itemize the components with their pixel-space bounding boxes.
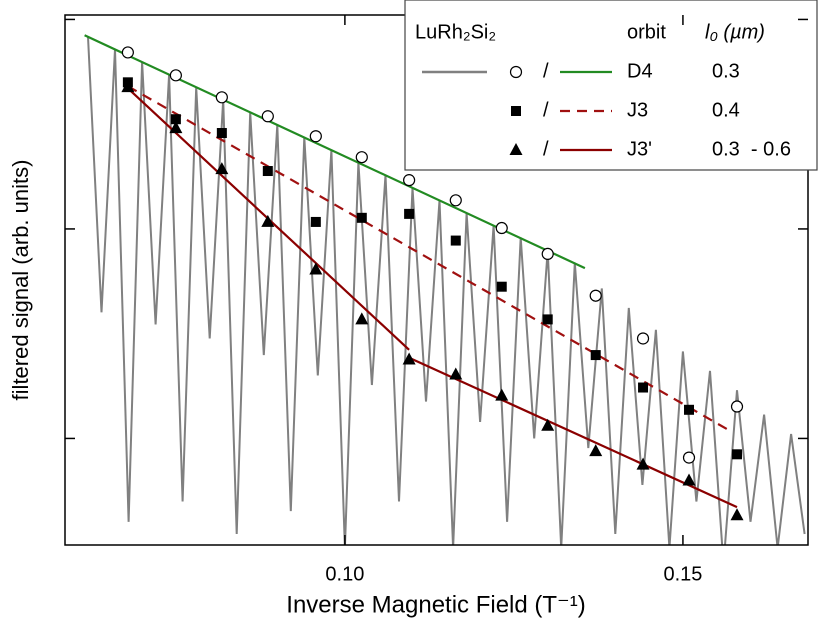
point — [589, 289, 602, 302]
point — [682, 473, 696, 486]
point — [449, 367, 463, 380]
plot-area — [84, 34, 806, 545]
legend-box — [404, 0, 818, 171]
point — [682, 451, 696, 464]
point — [356, 212, 367, 223]
point — [403, 174, 416, 187]
x-tick-label: 0.10 — [325, 563, 364, 585]
legend-l0: 0.4 — [712, 99, 740, 121]
point — [309, 262, 323, 275]
point — [170, 114, 181, 125]
point — [636, 457, 650, 470]
point — [355, 312, 369, 325]
legend-header-l0: l₀ (µm) — [705, 21, 765, 43]
point — [590, 350, 601, 361]
legend-separator: / — [543, 60, 549, 82]
point — [541, 418, 555, 431]
point — [684, 404, 695, 415]
point — [404, 208, 415, 219]
point — [215, 91, 228, 104]
point — [450, 235, 461, 246]
point — [169, 69, 182, 82]
point — [309, 130, 322, 143]
legend-marker — [509, 143, 523, 155]
legend-separator: / — [543, 138, 549, 160]
point — [541, 247, 554, 261]
legend-l0: 0.3 — [712, 60, 740, 82]
point — [589, 444, 603, 457]
point — [542, 314, 553, 325]
point — [169, 121, 183, 134]
point — [730, 508, 744, 521]
point — [496, 281, 507, 292]
legend-marker — [509, 65, 523, 79]
x-tick-label: 0.15 — [663, 563, 702, 585]
point — [262, 166, 273, 177]
legend-label: D4 — [627, 60, 653, 82]
point — [732, 449, 743, 460]
legend: LuRh₂Si₂ orbit l₀ (µm) / D4 0.3 / J3 0.4 / J3' 0… — [404, 0, 818, 171]
legend-header-sample: LuRh₂Si₂ — [415, 21, 496, 43]
legend-header-orbit: orbit — [627, 21, 666, 43]
point — [638, 382, 649, 393]
point — [121, 46, 134, 59]
point — [355, 151, 368, 164]
point — [216, 128, 227, 139]
point — [730, 400, 744, 413]
legend-marker — [511, 106, 521, 116]
fit-line — [127, 85, 729, 431]
point — [261, 214, 275, 227]
point — [495, 221, 508, 235]
point — [261, 110, 274, 123]
legend-label: J3 — [627, 99, 648, 121]
x-axis-label: Inverse Magnetic Field (T⁻¹) — [286, 591, 585, 618]
legend-l0: 0.3 - 0.6 — [712, 138, 791, 160]
point — [310, 216, 321, 227]
legend-separator: / — [543, 99, 549, 121]
y-axis-label: filtered signal (arb. units) — [8, 160, 33, 401]
point — [121, 80, 135, 93]
point — [636, 332, 650, 345]
point — [495, 388, 509, 401]
point — [402, 352, 416, 365]
legend-label: J3' — [627, 138, 652, 160]
point — [449, 194, 462, 207]
point — [215, 162, 229, 175]
